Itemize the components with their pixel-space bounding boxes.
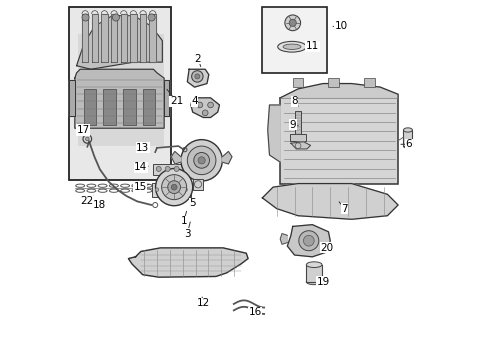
Circle shape [162,175,186,200]
Circle shape [194,74,200,79]
Ellipse shape [283,44,300,49]
Polygon shape [77,16,162,69]
Circle shape [288,19,296,26]
Polygon shape [91,14,98,62]
Polygon shape [222,152,231,164]
Circle shape [112,14,119,21]
Bar [280,98,397,184]
Polygon shape [164,80,169,116]
Text: 7: 7 [341,203,347,213]
Circle shape [183,188,187,192]
Polygon shape [101,14,107,62]
Text: 15: 15 [133,182,146,192]
Polygon shape [149,14,156,62]
Polygon shape [267,105,280,162]
Ellipse shape [403,144,411,148]
Circle shape [191,71,203,82]
Ellipse shape [277,41,305,52]
Bar [295,111,300,134]
Polygon shape [171,152,181,164]
Text: 10: 10 [334,21,347,31]
Circle shape [207,102,213,108]
Bar [292,78,303,87]
Polygon shape [128,248,247,277]
Bar [69,7,171,180]
Text: 20: 20 [320,243,332,253]
Text: 17: 17 [76,125,89,135]
Circle shape [285,15,300,31]
Polygon shape [290,142,310,149]
Polygon shape [280,234,287,244]
Text: 18: 18 [93,200,106,210]
Polygon shape [140,14,146,62]
Bar [123,89,135,125]
Polygon shape [287,225,329,257]
Polygon shape [187,69,208,87]
Text: 8: 8 [290,96,297,107]
Text: 22: 22 [81,197,94,206]
Bar [83,89,96,125]
Circle shape [303,235,313,246]
Text: 13: 13 [136,143,149,153]
Text: 3: 3 [183,229,190,239]
Circle shape [148,14,155,21]
Text: 9: 9 [289,120,295,130]
Circle shape [197,102,203,108]
Polygon shape [69,80,75,116]
Circle shape [156,166,161,171]
Bar [364,78,374,87]
Bar [261,7,326,73]
Bar [328,78,339,87]
Bar [78,33,164,146]
Bar [192,179,203,190]
Text: 4: 4 [191,96,198,107]
Circle shape [82,14,89,21]
Circle shape [174,166,179,171]
Text: 2: 2 [194,54,201,64]
Ellipse shape [305,279,322,285]
Polygon shape [75,69,164,128]
Ellipse shape [305,262,322,267]
Circle shape [193,153,209,168]
Ellipse shape [403,128,411,132]
Circle shape [167,181,180,194]
Bar [142,89,155,125]
Circle shape [171,184,177,190]
Bar [403,130,411,146]
Polygon shape [111,14,117,62]
Text: 21: 21 [170,96,183,107]
Bar [153,164,185,175]
Text: 19: 19 [316,277,329,287]
Circle shape [155,168,192,206]
Bar [305,265,322,282]
Circle shape [187,146,216,175]
Text: 12: 12 [196,298,210,308]
Polygon shape [130,14,136,62]
Polygon shape [280,84,397,98]
Text: 6: 6 [405,139,411,149]
Circle shape [155,188,159,192]
Text: 5: 5 [189,198,196,208]
Polygon shape [121,14,127,62]
Text: 11: 11 [305,41,318,51]
Text: 1: 1 [180,216,187,226]
Circle shape [165,166,170,171]
Polygon shape [190,98,219,117]
Polygon shape [82,14,88,62]
Bar [151,183,190,197]
Circle shape [181,140,222,181]
Text: 14: 14 [134,162,147,172]
Circle shape [202,110,207,116]
Polygon shape [262,184,397,219]
Text: 16: 16 [248,307,261,317]
Circle shape [198,157,205,164]
Circle shape [298,231,318,251]
Bar [103,89,116,125]
Bar [290,134,305,141]
Circle shape [85,137,89,141]
